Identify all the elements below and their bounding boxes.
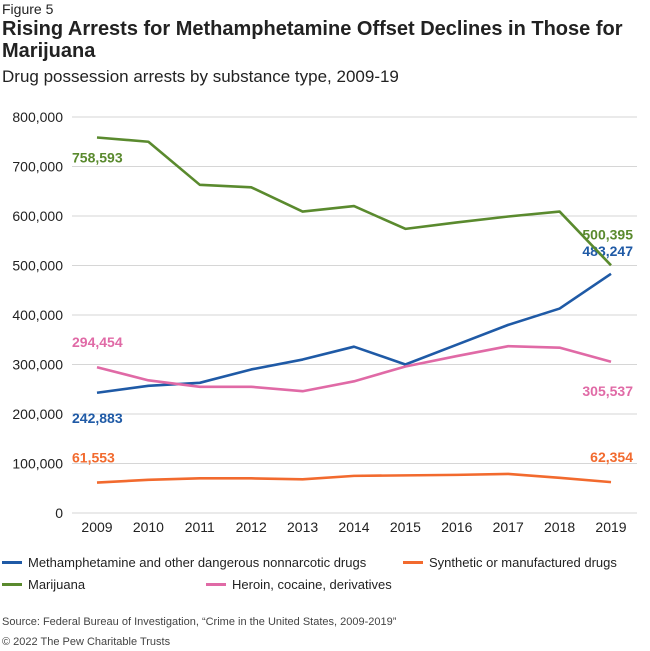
series-line — [96, 344, 612, 393]
chart-subtitle: Drug possession arrests by substance typ… — [2, 67, 399, 86]
source-note: Source: Federal Bureau of Investigation,… — [2, 616, 397, 628]
y-tick-label: 500,000 — [12, 258, 63, 274]
y-tick-label: 200,000 — [12, 406, 63, 422]
legend-label: Methamphetamine and other dangerous nonn… — [28, 555, 367, 570]
data-label: 294,454 — [72, 334, 123, 350]
y-tick-label: 0 — [55, 505, 63, 521]
copyright: © 2022 The Pew Charitable Trusts — [2, 636, 171, 648]
data-label: 305,537 — [582, 383, 633, 399]
x-tick-label: 2013 — [287, 519, 318, 535]
y-tick-label: 300,000 — [12, 357, 63, 373]
series-line — [96, 472, 612, 484]
figure-label: Figure 5 — [2, 1, 54, 17]
legend-label: Synthetic or manufactured drugs — [429, 555, 617, 570]
data-label: 758,593 — [72, 149, 123, 165]
legend-swatch — [403, 561, 423, 564]
data-label: 62,354 — [590, 449, 633, 465]
x-tick-label: 2010 — [133, 519, 164, 535]
y-tick-label: 100,000 — [12, 456, 63, 472]
data-label: 61,553 — [72, 450, 115, 466]
y-tick-label: 400,000 — [12, 307, 63, 323]
series-line — [96, 272, 612, 395]
y-tick-label: 700,000 — [12, 159, 63, 175]
x-tick-label: 2019 — [595, 519, 626, 535]
legend-item-synthetic: Synthetic or manufactured drugs — [403, 555, 617, 570]
x-tick-label: 2015 — [390, 519, 421, 535]
legend-item-heroin: Heroin, cocaine, derivatives — [206, 577, 392, 592]
x-tick-label: 2018 — [544, 519, 575, 535]
legend-label: Heroin, cocaine, derivatives — [232, 577, 392, 592]
plot-area: 0 100,000 200,000 300,000 400,000 500,000 600,… — [12, 109, 637, 535]
x-tick-label: 2011 — [185, 519, 215, 535]
y-tick-label: 800,000 — [12, 109, 63, 125]
legend-item-meth: Methamphetamine and other dangerous nonn… — [2, 555, 366, 570]
legend-item-marijuana: Marijuana — [2, 577, 85, 592]
x-tick-label: 2009 — [81, 519, 112, 535]
legend-label: Marijuana — [28, 577, 86, 592]
legend-swatch — [2, 561, 22, 564]
data-label: 242,883 — [72, 410, 123, 426]
x-tick-label: 2016 — [441, 519, 472, 535]
data-label: 500,395 — [582, 226, 633, 242]
y-tick-label: 600,000 — [12, 208, 63, 224]
x-tick-label: 2014 — [338, 519, 369, 535]
legend-swatch — [2, 583, 22, 586]
x-tick-label: 2012 — [236, 519, 267, 535]
legend-swatch — [206, 583, 226, 586]
x-tick-label: 2017 — [493, 519, 524, 535]
chart-title: Rising Arrests for Methamphetamine Offse… — [2, 18, 623, 62]
series-line — [96, 136, 612, 267]
